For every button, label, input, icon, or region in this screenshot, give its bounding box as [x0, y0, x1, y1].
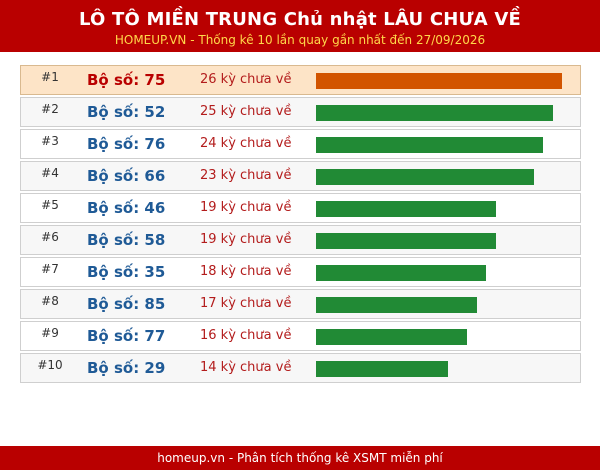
days-bar: [316, 233, 496, 249]
rank-label: #4: [41, 166, 59, 180]
page-subtitle: HOMEUP.VN - Thống kê 10 lần quay gần nhấ…: [114, 33, 486, 47]
number-label: Bộ số: 85: [87, 295, 166, 313]
days-bar: [316, 297, 477, 313]
number-label: Bộ số: 77: [87, 327, 166, 345]
days-label: 19 kỳ chưa về: [200, 232, 292, 247]
days-bar: [316, 361, 448, 377]
days-label: 18 kỳ chưa về: [200, 264, 292, 279]
rank-label: #8: [41, 294, 59, 308]
rank-label: #3: [41, 134, 59, 148]
list-item: #7 Bộ số: 35 18 kỳ chưa về: [20, 257, 581, 287]
list-item: #10 Bộ số: 29 14 kỳ chưa về: [20, 353, 581, 383]
number-label: Bộ số: 52: [87, 103, 166, 121]
header-banner: LÔ TÔ MIỀN TRUNG Chủ nhật LÂU CHƯA VỀ HO…: [0, 0, 600, 52]
days-bar: [316, 201, 496, 217]
rank-label: #6: [41, 230, 59, 244]
footer-text: homeup.vn - Phân tích thống kê XSMT miễn…: [157, 451, 443, 465]
days-label: 23 kỳ chưa về: [200, 168, 292, 183]
ranking-list: #1 Bộ số: 75 26 kỳ chưa về #2 Bộ số: 52 …: [20, 65, 581, 385]
list-item: #3 Bộ số: 76 24 kỳ chưa về: [20, 129, 581, 159]
rank-label: #5: [41, 198, 59, 212]
number-label: Bộ số: 35: [87, 263, 166, 281]
number-label: Bộ số: 58: [87, 231, 166, 249]
list-item: #2 Bộ số: 52 25 kỳ chưa về: [20, 97, 581, 127]
list-item: #1 Bộ số: 75 26 kỳ chưa về: [20, 65, 581, 95]
days-label: 19 kỳ chưa về: [200, 200, 292, 215]
rank-label: #1: [41, 70, 59, 84]
rank-label: #2: [41, 102, 59, 116]
rank-label: #9: [41, 326, 59, 340]
number-label: Bộ số: 66: [87, 167, 166, 185]
list-item: #6 Bộ số: 58 19 kỳ chưa về: [20, 225, 581, 255]
days-label: 26 kỳ chưa về: [200, 72, 292, 87]
footer-bar: homeup.vn - Phân tích thống kê XSMT miễn…: [0, 446, 600, 470]
days-bar: [316, 265, 486, 281]
number-label: Bộ số: 75: [87, 71, 166, 89]
page-title: LÔ TÔ MIỀN TRUNG Chủ nhật LÂU CHƯA VỀ: [79, 9, 521, 30]
list-item: #8 Bộ số: 85 17 kỳ chưa về: [20, 289, 581, 319]
days-label: 25 kỳ chưa về: [200, 104, 292, 119]
days-bar: [316, 105, 553, 121]
rank-label: #10: [37, 358, 63, 372]
list-item: #9 Bộ số: 77 16 kỳ chưa về: [20, 321, 581, 351]
number-label: Bộ số: 29: [87, 359, 166, 377]
number-label: Bộ số: 76: [87, 135, 166, 153]
list-item: #5 Bộ số: 46 19 kỳ chưa về: [20, 193, 581, 223]
days-bar: [316, 329, 467, 345]
days-bar: [316, 169, 534, 185]
number-label: Bộ số: 46: [87, 199, 166, 217]
days-bar: [316, 73, 562, 89]
days-label: 16 kỳ chưa về: [200, 328, 292, 343]
days-label: 17 kỳ chưa về: [200, 296, 292, 311]
days-label: 14 kỳ chưa về: [200, 360, 292, 375]
days-label: 24 kỳ chưa về: [200, 136, 292, 151]
list-item: #4 Bộ số: 66 23 kỳ chưa về: [20, 161, 581, 191]
rank-label: #7: [41, 262, 59, 276]
days-bar: [316, 137, 543, 153]
